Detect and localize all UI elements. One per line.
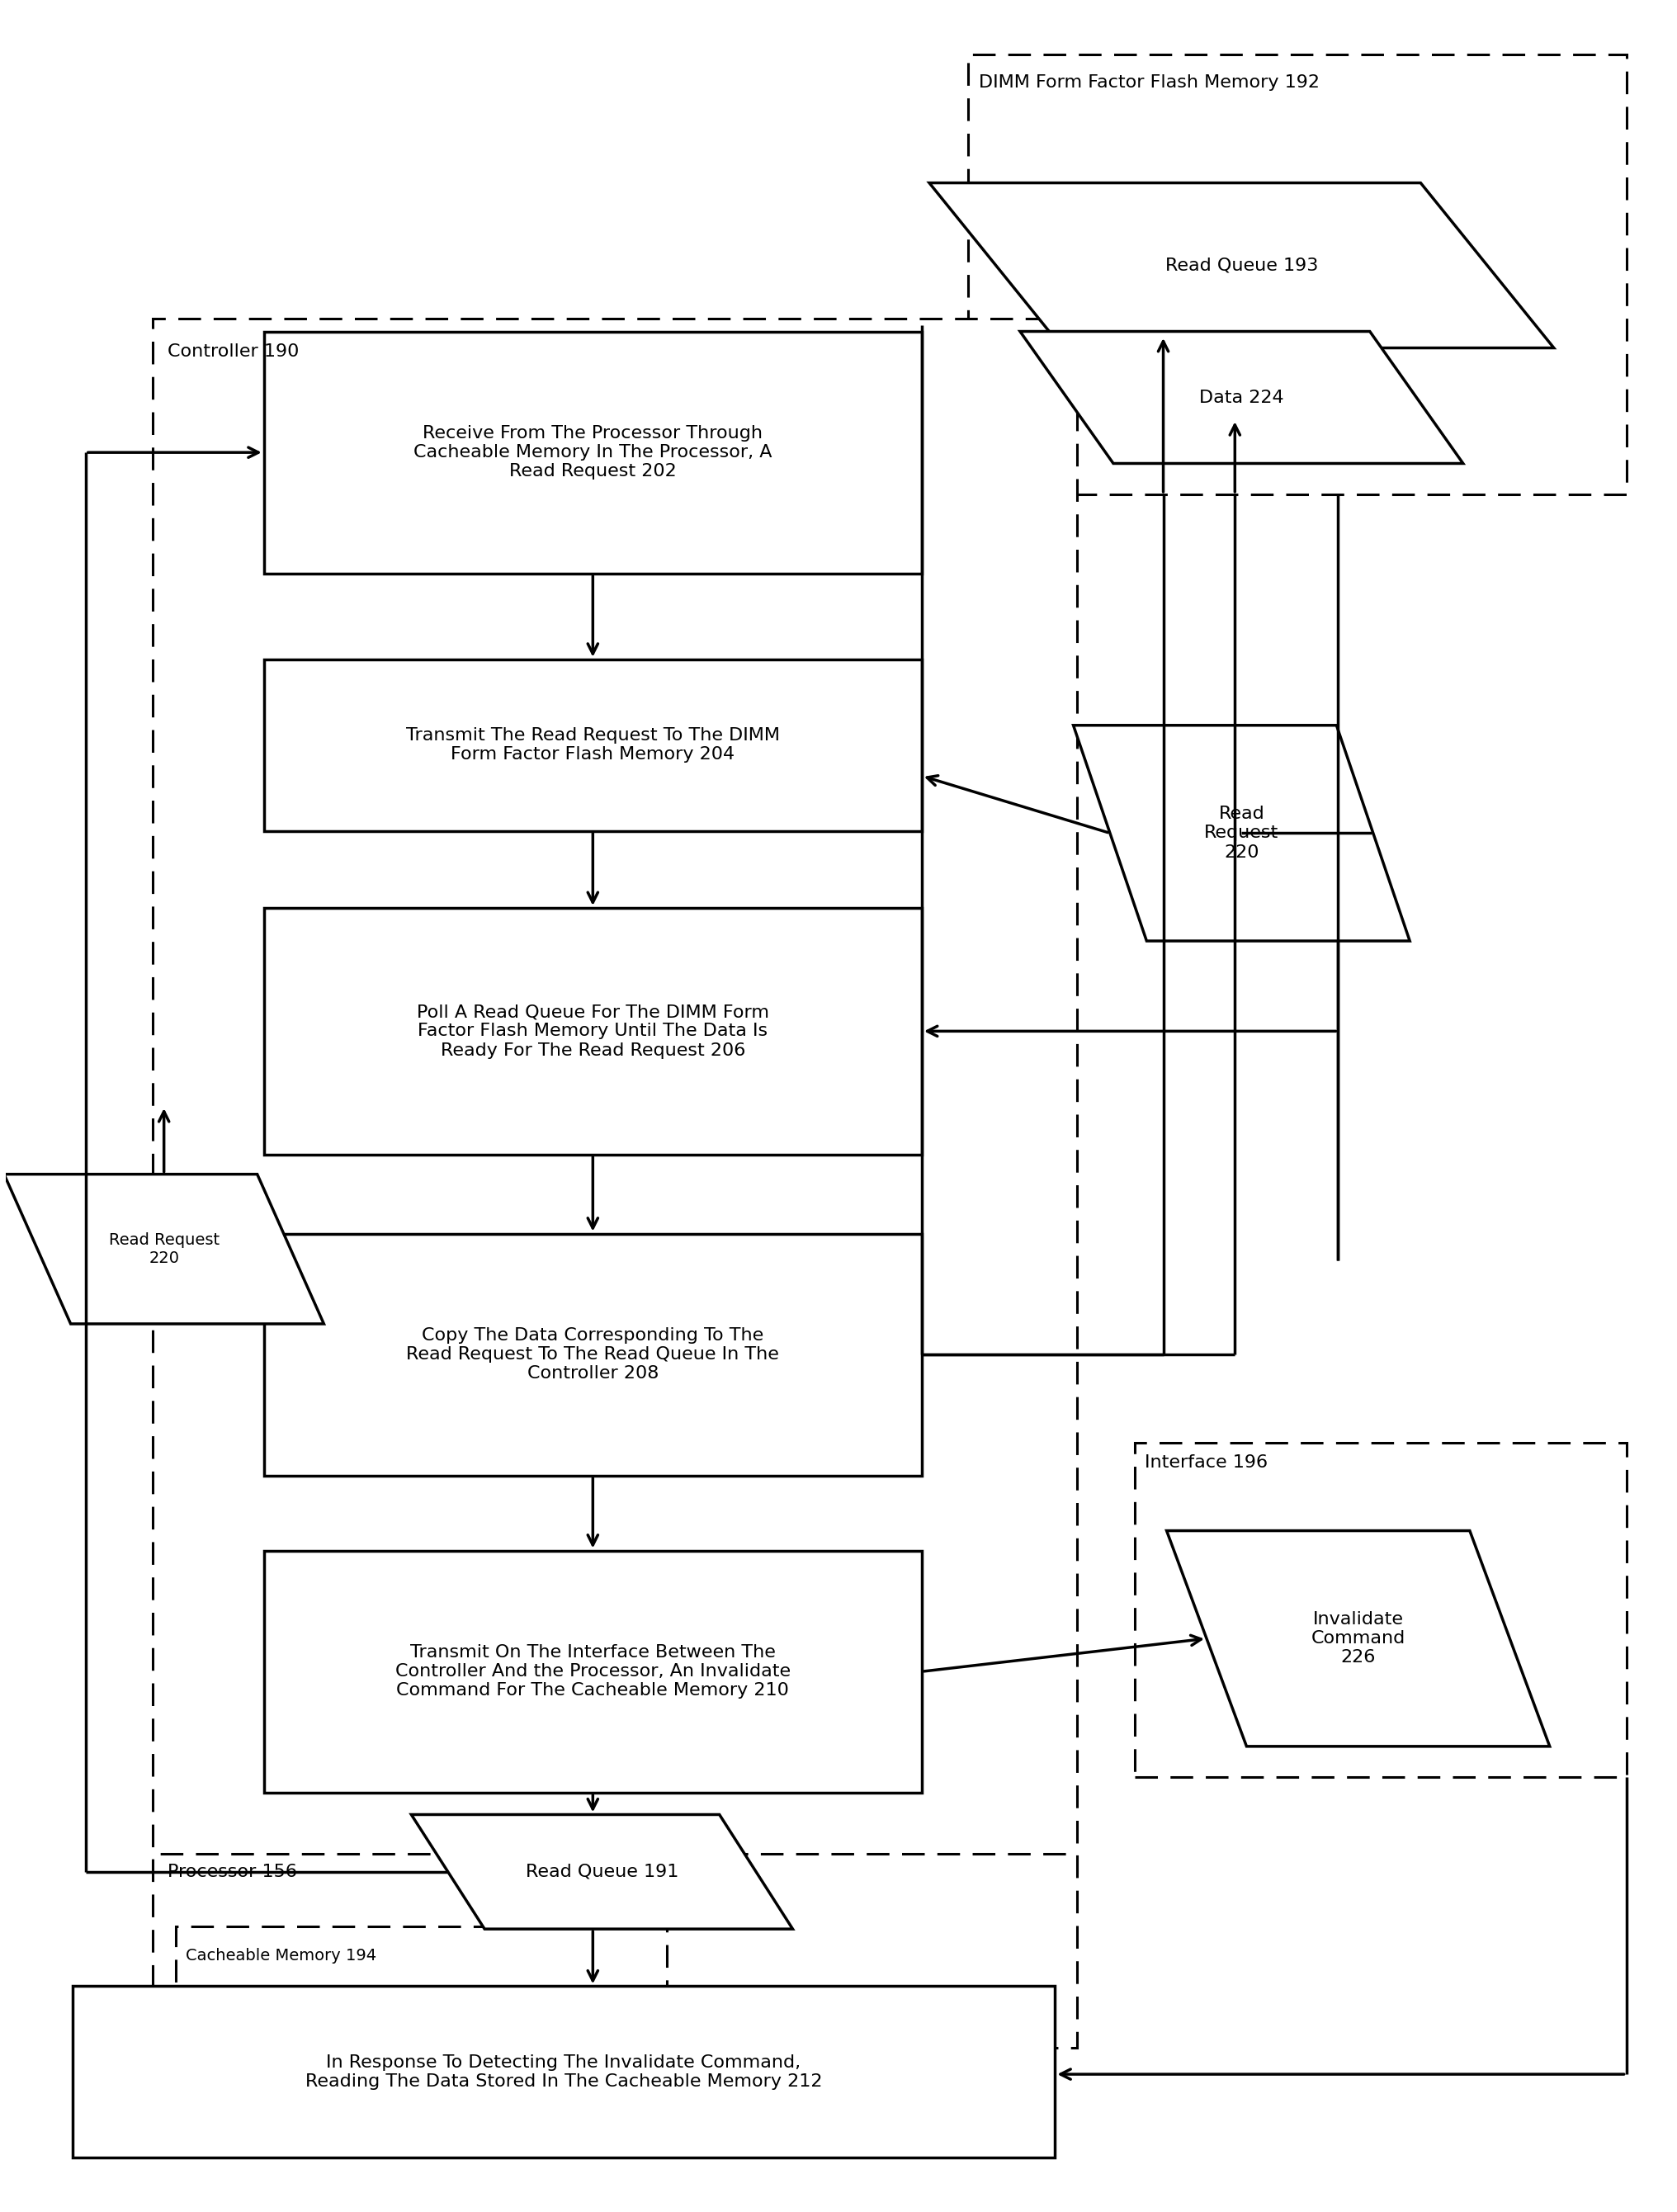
Text: Data 224: Data 224 [1199, 389, 1285, 405]
Text: Cacheable Memory 194: Cacheable Memory 194 [186, 1947, 376, 1964]
Bar [263, 1234, 922, 1475]
Bar [263, 907, 922, 1155]
Bar [968, 53, 1627, 493]
Text: Read Request
220: Read Request 220 [109, 1232, 220, 1265]
Text: Read Queue 193: Read Queue 193 [1166, 257, 1318, 274]
Text: Receive From The Processor Through
Cacheable Memory In The Processor, A
Read Req: Receive From The Processor Through Cache… [414, 425, 771, 480]
Text: Read Queue 191: Read Queue 191 [525, 1863, 679, 1880]
Polygon shape [929, 184, 1555, 347]
Bar [1135, 1442, 1627, 1776]
Text: Poll A Read Queue For The DIMM Form
Factor Flash Memory Until The Data Is
Ready : Poll A Read Queue For The DIMM Form Fact… [416, 1004, 770, 1060]
Text: Transmit On The Interface Between The
Controller And the Processor, An Invalidat: Transmit On The Interface Between The Co… [396, 1644, 790, 1699]
Text: Controller 190: Controller 190 [168, 343, 299, 361]
Text: Interface 196: Interface 196 [1145, 1453, 1268, 1471]
Bar [263, 332, 922, 573]
Text: Transmit The Read Request To The DIMM
Form Factor Flash Memory 204: Transmit The Read Request To The DIMM Fo… [406, 728, 780, 763]
Text: Read
Request
220: Read Request 220 [1204, 805, 1280, 860]
Polygon shape [411, 1814, 793, 1929]
Text: DIMM Form Factor Flash Memory 192: DIMM Form Factor Flash Memory 192 [978, 75, 1320, 91]
Text: Processor 156: Processor 156 [168, 1863, 297, 1880]
Polygon shape [1167, 1531, 1550, 1745]
Text: Copy The Data Corresponding To The
Read Request To The Read Queue In The
Control: Copy The Data Corresponding To The Read … [406, 1327, 780, 1382]
Text: In Response To Detecting The Invalidate Command,
Reading The Data Stored In The : In Response To Detecting The Invalidate … [305, 2055, 822, 2090]
Polygon shape [3, 1175, 324, 1323]
Bar [72, 1986, 1055, 2159]
Text: Invalidate
Command
226: Invalidate Command 226 [1311, 1610, 1405, 1666]
Bar [263, 659, 922, 832]
Bar [176, 1927, 667, 2042]
Bar [153, 1854, 1077, 2048]
Bar [153, 319, 1077, 1871]
Polygon shape [1073, 726, 1410, 940]
Polygon shape [1020, 332, 1462, 465]
Bar [263, 1551, 922, 1792]
